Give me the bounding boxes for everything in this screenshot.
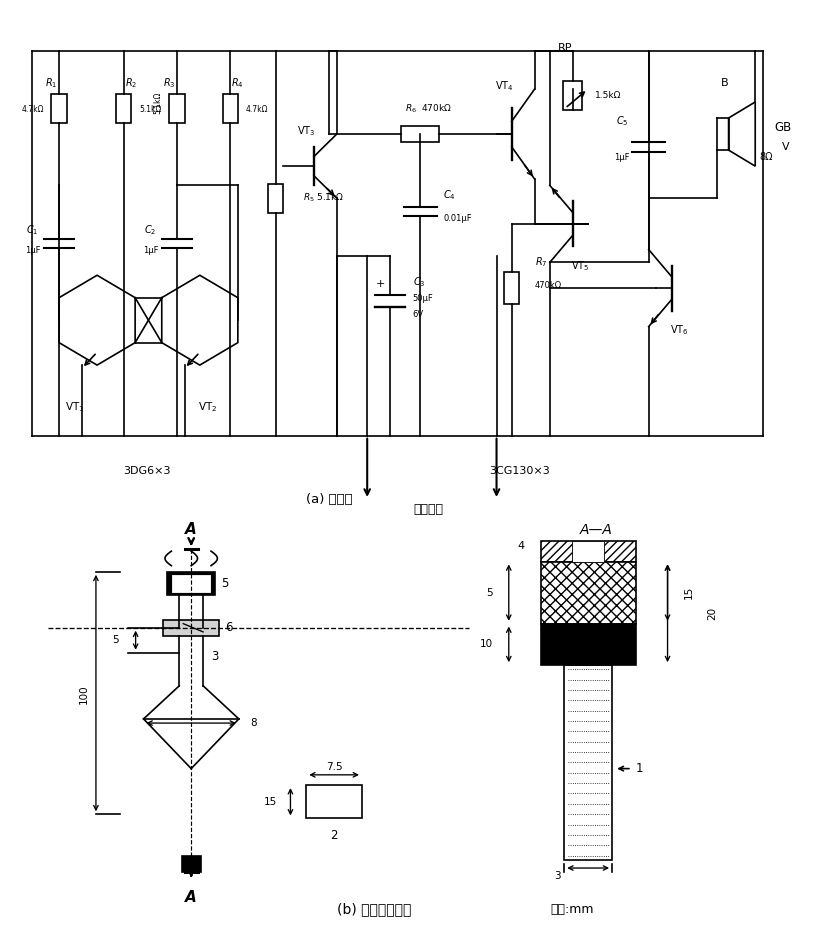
Text: $R_7$: $R_7$	[534, 256, 547, 270]
Bar	[167, 572, 215, 594]
Text: 5.1kΩ: 5.1kΩ	[154, 91, 162, 114]
Bar	[222, 94, 238, 123]
Text: VT$_3$: VT$_3$	[297, 124, 316, 138]
Bar	[268, 184, 284, 212]
Text: (b) 传感器的结构: (b) 传感器的结构	[337, 903, 411, 917]
Text: B: B	[721, 78, 729, 88]
Bar	[182, 856, 201, 872]
Text: 6: 6	[225, 621, 233, 634]
Text: 10: 10	[480, 640, 493, 650]
Text: 8: 8	[251, 718, 257, 728]
Text: 5: 5	[222, 577, 229, 590]
Text: 1μF: 1μF	[614, 153, 630, 161]
Text: $C_3$: $C_3$	[413, 275, 425, 288]
Text: $R_1$: $R_1$	[45, 76, 58, 90]
Text: 8Ω: 8Ω	[759, 151, 772, 161]
Text: (a) 原理图: (a) 原理图	[306, 493, 352, 506]
Text: 2: 2	[330, 829, 338, 842]
Text: 7.5: 7.5	[326, 762, 342, 771]
Text: V: V	[782, 142, 790, 152]
Bar	[541, 624, 636, 665]
Text: VT$_1$: VT$_1$	[65, 400, 84, 413]
Text: 5.1kΩ: 5.1kΩ	[139, 105, 161, 114]
Text: 15: 15	[683, 586, 693, 599]
Text: 3: 3	[554, 871, 561, 882]
Text: 4: 4	[518, 540, 524, 551]
Text: $R_5$ 5.1kΩ: $R_5$ 5.1kΩ	[303, 192, 344, 205]
Text: $\boldsymbol{A}$: $\boldsymbol{A}$	[184, 889, 198, 905]
Text: 1.5kΩ: 1.5kΩ	[595, 91, 622, 100]
Text: 1μF: 1μF	[25, 246, 41, 255]
Text: $\boldsymbol{A}$: $\boldsymbol{A}$	[184, 521, 198, 537]
Text: $R_3$: $R_3$	[163, 76, 175, 90]
Text: 4.7kΩ: 4.7kΩ	[246, 105, 268, 114]
Text: 100: 100	[79, 684, 89, 704]
Text: $R_2$: $R_2$	[125, 76, 137, 90]
Text: $C_4$: $C_4$	[443, 188, 456, 202]
Text: $C_2$: $C_2$	[144, 223, 156, 237]
Text: $R_4$: $R_4$	[232, 76, 244, 90]
Text: 6V: 6V	[413, 310, 424, 319]
Text: 3DG6×3: 3DG6×3	[122, 466, 170, 476]
Text: $C_5$: $C_5$	[616, 114, 629, 128]
Bar	[170, 94, 184, 123]
Text: 15: 15	[264, 796, 277, 806]
Text: VT$_4$: VT$_4$	[495, 79, 514, 93]
Bar	[572, 540, 604, 562]
Text: $C_1$: $C_1$	[26, 223, 39, 237]
Text: 5: 5	[112, 635, 119, 645]
Text: 去传感器: 去传感器	[413, 502, 443, 515]
Bar	[116, 94, 131, 123]
Bar	[564, 665, 612, 859]
Text: VT$_5$: VT$_5$	[571, 259, 590, 273]
Bar	[541, 540, 636, 562]
Bar	[306, 785, 362, 819]
Bar	[401, 126, 439, 142]
Bar	[504, 272, 519, 304]
Text: 20: 20	[707, 607, 717, 620]
Text: VT$_6$: VT$_6$	[670, 323, 688, 337]
Text: GB: GB	[774, 121, 791, 134]
Text: 50μF: 50μF	[413, 294, 433, 303]
Text: 单位:mm: 单位:mm	[551, 903, 594, 916]
Text: 470kΩ: 470kΩ	[534, 281, 562, 290]
Bar	[164, 619, 219, 636]
Text: 3: 3	[211, 650, 218, 664]
Text: 3CG130×3: 3CG130×3	[489, 466, 550, 476]
Text: 0.01μF: 0.01μF	[443, 214, 472, 222]
Text: VT$_2$: VT$_2$	[198, 400, 218, 413]
Text: 5: 5	[486, 588, 493, 598]
Text: $R_6$  470kΩ: $R_6$ 470kΩ	[405, 102, 452, 115]
Text: A—A: A—A	[580, 523, 613, 537]
Bar	[171, 574, 211, 592]
Text: 1: 1	[636, 762, 643, 775]
Bar	[563, 82, 582, 110]
Text: 4.7kΩ: 4.7kΩ	[22, 105, 44, 114]
Text: 1μF: 1μF	[142, 246, 158, 255]
Text: +: +	[376, 279, 385, 289]
Bar	[541, 562, 636, 624]
Text: RP: RP	[557, 43, 572, 53]
Bar	[51, 94, 67, 123]
